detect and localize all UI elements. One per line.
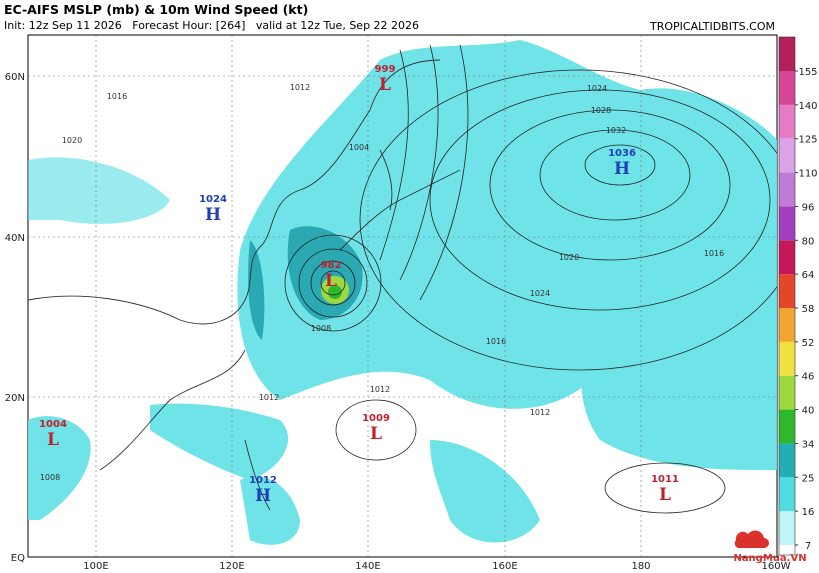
- wind-shading: [28, 40, 777, 545]
- lat-label: EQ: [11, 553, 25, 564]
- colorbar-label: 52: [802, 338, 815, 349]
- colorbar-band: [779, 443, 795, 478]
- colorbar: 7 16 25 34 40 46 52 58 64 80 96 110 125 140 155: [778, 36, 818, 556]
- center-kind: H: [614, 159, 630, 179]
- isobar-label: 1028: [591, 106, 611, 115]
- isobar-label: 1020: [62, 136, 82, 145]
- colorbar-label: 125: [798, 135, 817, 146]
- isobar-label: 1008: [40, 473, 60, 482]
- colorbar-label: 155: [798, 67, 817, 78]
- isobar-label: 1016: [107, 92, 127, 101]
- colorbar-band: [779, 308, 795, 342]
- center-kind: L: [325, 271, 337, 291]
- colorbar-band: [779, 341, 795, 376]
- center-value: 1012: [249, 475, 277, 486]
- center-kind: L: [47, 430, 59, 450]
- center-kind: L: [370, 424, 382, 444]
- lon-label: 160E: [492, 561, 517, 572]
- isobar-labels: 1008 1012 1016 1020 1024 1028 1032 1016 1020 1024…: [40, 83, 724, 482]
- subtitle: Init: 12z Sep 11 2026 Forecast Hour: [26…: [4, 19, 419, 32]
- lat-label: 40N: [5, 233, 25, 244]
- title: EC-AIFS MSLP (mb) & 10m Wind Speed (kt): [4, 2, 308, 17]
- isobar-label: 1012: [290, 83, 310, 92]
- colorbar-band: [779, 206, 795, 241]
- center-value: 1036: [608, 148, 636, 159]
- colorbar-label: 40: [802, 406, 815, 417]
- watermark-text: NangMua.VN: [733, 553, 806, 564]
- lon-label: 180: [631, 561, 650, 572]
- land-outline: [28, 59, 461, 511]
- colorbar-band: [779, 409, 795, 444]
- colorbar-label: 34: [802, 439, 815, 450]
- center-kind: H: [255, 486, 271, 506]
- lon-label: 140E: [355, 561, 380, 572]
- center-value: 1009: [362, 413, 390, 424]
- isobar-label: 1024: [530, 289, 550, 298]
- center-kind: L: [659, 485, 671, 505]
- colorbar-band: [779, 71, 795, 105]
- center-value: 1024: [199, 194, 227, 205]
- cloud-icon: [734, 530, 769, 548]
- colorbar-label: 140: [798, 101, 817, 112]
- center-value: 1011: [651, 474, 679, 485]
- isobar-label: 1016: [704, 249, 724, 258]
- center-kind: H: [205, 205, 221, 225]
- colorbar-label: 58: [802, 304, 815, 315]
- peak-wind-core: [328, 285, 342, 299]
- axes: 60N 40N 20N EQ 100E 120E 140E 160E 180 160W: [5, 72, 791, 572]
- lat-label: 60N: [5, 72, 25, 83]
- lon-label: 160W: [762, 561, 791, 572]
- colorbar-band: [779, 375, 795, 410]
- isobar-label: 1020: [559, 253, 579, 262]
- colorbar-band: [779, 37, 795, 72]
- colorbar-label: 46: [802, 372, 815, 383]
- colorbar-label: 64: [802, 270, 815, 281]
- isobar-label: 1032: [606, 126, 626, 135]
- colorbar-band: [779, 240, 795, 275]
- isobar-label: 1012: [370, 385, 390, 394]
- colorbar-label: 96: [802, 202, 815, 213]
- isobar-label: 1016: [486, 337, 506, 346]
- colorbar-base: [779, 545, 795, 555]
- lat-label: 20N: [5, 393, 25, 404]
- colorbar-label: 16: [802, 507, 815, 518]
- colorbar-band: [779, 172, 795, 207]
- center-value: 999: [375, 64, 396, 75]
- center-value: 1004: [39, 419, 67, 430]
- isobar-label: 1004: [349, 143, 369, 152]
- center-kind: L: [379, 75, 391, 95]
- colorbar-band: [779, 274, 795, 309]
- graticule: [28, 35, 777, 557]
- colorbar-label: 7: [805, 541, 811, 552]
- colorbar-band: [779, 104, 795, 139]
- isobar-label: 1024: [587, 84, 607, 93]
- colorbar-label: 110: [798, 169, 817, 180]
- colorbar-band: [779, 477, 795, 512]
- site-name: TROPICALTIDBITS.COM: [649, 20, 775, 33]
- watermark: NangMua.VN: [733, 530, 807, 564]
- isobar-label: 1008: [311, 324, 331, 333]
- lon-label: 120E: [219, 561, 244, 572]
- colorbar-band: [779, 138, 795, 173]
- colorbar-frame: [778, 36, 796, 556]
- isobars: [284, 44, 777, 514]
- lon-label: 100E: [83, 561, 108, 572]
- colorbar-label: 80: [802, 236, 815, 247]
- isobar-label: 1012: [530, 408, 550, 417]
- colorbar-label: 25: [802, 473, 815, 484]
- center-value: 982: [321, 260, 342, 271]
- colorbar-band: [779, 511, 795, 545]
- isobar-label: 1012: [259, 393, 279, 402]
